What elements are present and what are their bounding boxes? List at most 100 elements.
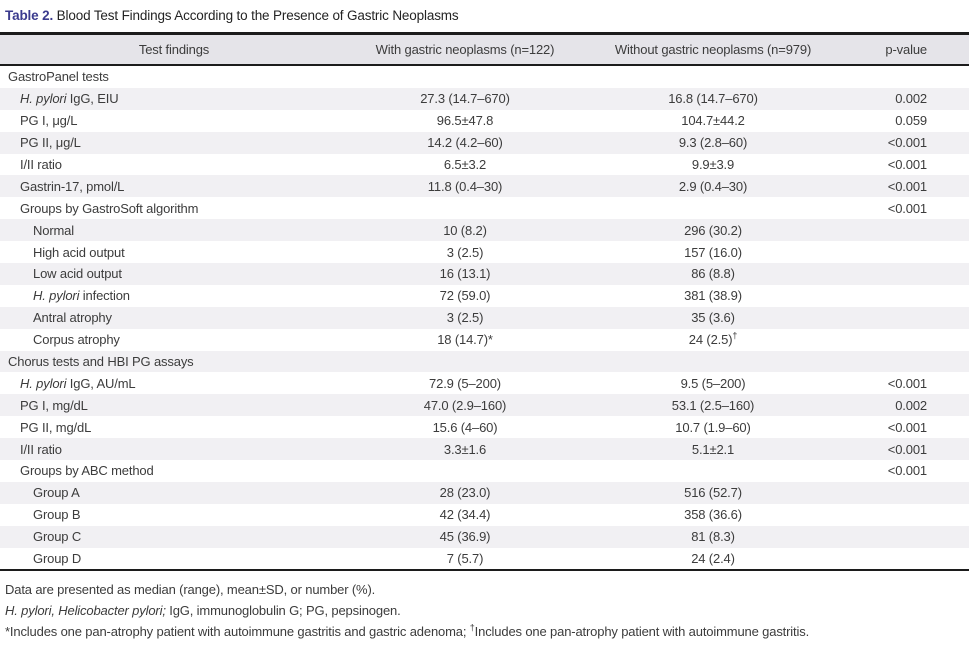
footnote-line: H. pylori, Helicobacter pylori; IgG, imm… bbox=[5, 603, 401, 619]
cell-with-neoplasms: 6.5±3.2 bbox=[443, 157, 487, 172]
table-row: Low acid output 16 (13.1) 86 (8.8) bbox=[0, 263, 969, 285]
header-row: Test findings With gastric neoplasms (n=… bbox=[0, 33, 969, 66]
cell-p-value bbox=[844, 329, 969, 351]
cell-with-neoplasms: 3 (2.5) bbox=[446, 310, 484, 326]
cell-p-value bbox=[844, 504, 969, 526]
row-label: Gastrin-17, pmol/L bbox=[20, 178, 125, 194]
cell-with-neoplasms bbox=[348, 197, 582, 219]
cell-with-neoplasms: 45 (36.9) bbox=[439, 529, 491, 545]
cell-without-neoplasms: 35 (3.6) bbox=[691, 310, 735, 326]
cell-without-neoplasms bbox=[582, 351, 844, 373]
cell-with-neoplasms: 27.3 (14.7–670) bbox=[420, 91, 510, 107]
cell-p-value: 0.002 bbox=[895, 397, 927, 413]
table-row: Group B 42 (34.4) 358 (36.6) bbox=[0, 504, 969, 526]
cell-without-neoplasms bbox=[582, 460, 844, 482]
cell-without-neoplasms: 24 (2.5)† bbox=[688, 330, 738, 348]
cell-without-neoplasms: 381 (38.9) bbox=[684, 288, 742, 304]
cell-p-value: 0.059 bbox=[895, 113, 927, 129]
table-body: GastroPanel tests H. pylori IgG, EIU 27.3 … bbox=[0, 65, 969, 570]
cell-with-neoplasms: 42 (34.4) bbox=[439, 507, 491, 523]
cell-with-neoplasms: 10 (8.2) bbox=[443, 222, 487, 238]
table-row: PG II, mg/dL 15.6 (4–60) 10.7 (1.9–60) <0.0… bbox=[0, 416, 969, 438]
row-label: Group C bbox=[33, 529, 82, 545]
row-label: PG I, μg/L bbox=[20, 113, 78, 129]
cell-with-neoplasms: 14.2 (4.2–60) bbox=[427, 135, 503, 151]
cell-without-neoplasms: 9.3 (2.8–60) bbox=[678, 135, 748, 151]
row-label: Corpus atrophy bbox=[33, 332, 120, 348]
table-row: Gastrin-17, pmol/L 11.8 (0.4–30) 2.9 (0.4–… bbox=[0, 175, 969, 198]
cell-with-neoplasms: 7 (5.7) bbox=[446, 551, 484, 567]
table-row: Chorus tests and HBI PG assays bbox=[0, 350, 969, 373]
cell-with-neoplasms bbox=[348, 65, 582, 88]
table-row: Corpus atrophy 18 (14.7)* 24 (2.5)† bbox=[0, 329, 969, 351]
cell-without-neoplasms: 296 (30.2) bbox=[684, 222, 742, 238]
cell-without-neoplasms: 16.8 (14.7–670) bbox=[668, 91, 758, 107]
row-label: Groups by GastroSoft algorithm bbox=[20, 200, 199, 216]
cell-p-value bbox=[844, 548, 969, 571]
table-row: H. pylori infection 72 (59.0) 381 (38.9) bbox=[0, 285, 969, 307]
row-label: Group A bbox=[33, 485, 80, 501]
cell-p-value: <0.001 bbox=[887, 419, 927, 435]
cell-p-value: <0.001 bbox=[887, 441, 927, 457]
cell-without-neoplasms: 358 (36.6) bbox=[684, 507, 742, 523]
cell-p-value bbox=[844, 241, 969, 263]
row-label: Group D bbox=[33, 551, 82, 567]
cell-p-value bbox=[844, 263, 969, 285]
cell-p-value: <0.001 bbox=[887, 463, 927, 479]
cell-with-neoplasms: 15.6 (4–60) bbox=[432, 419, 498, 435]
cell-without-neoplasms: 5.1±2.1 bbox=[691, 441, 735, 457]
row-label: I/II ratio bbox=[20, 441, 62, 457]
row-label: I/II ratio bbox=[20, 157, 62, 172]
cell-with-neoplasms: 47.0 (2.9–160) bbox=[423, 397, 507, 413]
table-row: Group A 28 (23.0) 516 (52.7) bbox=[0, 481, 969, 504]
column-header-with-neoplasms: With gastric neoplasms (n=122) bbox=[348, 33, 582, 66]
cell-p-value bbox=[844, 307, 969, 329]
cell-without-neoplasms: 157 (16.0) bbox=[684, 244, 742, 260]
cell-p-value: <0.001 bbox=[887, 375, 927, 391]
cell-without-neoplasms: 53.1 (2.5–160) bbox=[671, 397, 755, 413]
cell-with-neoplasms: 3.3±1.6 bbox=[443, 441, 487, 457]
row-label: PG II, mg/dL bbox=[20, 419, 92, 435]
table-row: PG II, μg/L 14.2 (4.2–60) 9.3 (2.8–60) <0.0… bbox=[0, 131, 969, 154]
cell-with-neoplasms: 96.5±47.8 bbox=[436, 113, 494, 129]
table-row: Group D 7 (5.7) 24 (2.4) bbox=[0, 548, 969, 571]
table-row: I/II ratio 3.3±1.6 5.1±2.1 <0.001 bbox=[0, 438, 969, 461]
table-title: Table 2. Blood Test Findings According t… bbox=[0, 0, 969, 32]
row-label: PG I, mg/dL bbox=[20, 397, 88, 413]
cell-with-neoplasms: 72.9 (5–200) bbox=[429, 375, 501, 391]
cell-with-neoplasms: 72 (59.0) bbox=[439, 288, 491, 304]
table-row: H. pylori IgG, EIU 27.3 (14.7–670) 16.8 (1… bbox=[0, 87, 969, 110]
table-row: Groups by GastroSoft algorithm <0.001 bbox=[0, 197, 969, 219]
table-header: Test findings With gastric neoplasms (n=… bbox=[0, 33, 969, 66]
cell-without-neoplasms: 104.7±44.2 bbox=[681, 113, 745, 129]
footnotes: Data are presented as median (range), me… bbox=[0, 571, 969, 642]
cell-without-neoplasms: 10.7 (1.9–60) bbox=[675, 419, 751, 435]
data-table: Test findings With gastric neoplasms (n=… bbox=[0, 32, 969, 572]
table-row: Group C 45 (36.9) 81 (8.3) bbox=[0, 525, 969, 548]
table-row: PG I, mg/dL 47.0 (2.9–160) 53.1 (2.5–160) 0… bbox=[0, 394, 969, 417]
cell-p-value: <0.001 bbox=[887, 135, 927, 151]
cell-without-neoplasms: 2.9 (0.4–30) bbox=[678, 178, 748, 194]
row-label: Normal bbox=[33, 222, 74, 238]
row-label: Groups by ABC method bbox=[20, 463, 154, 479]
table-row: I/II ratio 6.5±3.2 9.9±3.9 <0.001 bbox=[0, 154, 969, 176]
cell-without-neoplasms: 9.9±3.9 bbox=[691, 157, 735, 172]
table-row: Normal 10 (8.2) 296 (30.2) bbox=[0, 219, 969, 242]
cell-without-neoplasms bbox=[582, 197, 844, 219]
table-row: H. pylori IgG, AU/mL 72.9 (5–200) 9.5 (5–2… bbox=[0, 372, 969, 394]
cell-with-neoplasms: 11.8 (0.4–30) bbox=[427, 178, 503, 194]
cell-with-neoplasms bbox=[348, 460, 582, 482]
row-label: Group B bbox=[33, 507, 81, 523]
table-row: Antral atrophy 3 (2.5) 35 (3.6) bbox=[0, 306, 969, 329]
cell-without-neoplasms: 24 (2.4) bbox=[691, 551, 735, 567]
cell-without-neoplasms: 81 (8.3) bbox=[691, 529, 735, 545]
row-label: Antral atrophy bbox=[33, 310, 112, 326]
cell-without-neoplasms: 516 (52.7) bbox=[684, 485, 742, 501]
table-row: High acid output 3 (2.5) 157 (16.0) bbox=[0, 241, 969, 263]
cell-with-neoplasms: 16 (13.1) bbox=[439, 266, 491, 282]
cell-p-value: 0.002 bbox=[895, 91, 927, 107]
cell-p-value bbox=[844, 65, 969, 88]
cell-p-value bbox=[844, 219, 969, 241]
cell-without-neoplasms bbox=[582, 65, 844, 88]
